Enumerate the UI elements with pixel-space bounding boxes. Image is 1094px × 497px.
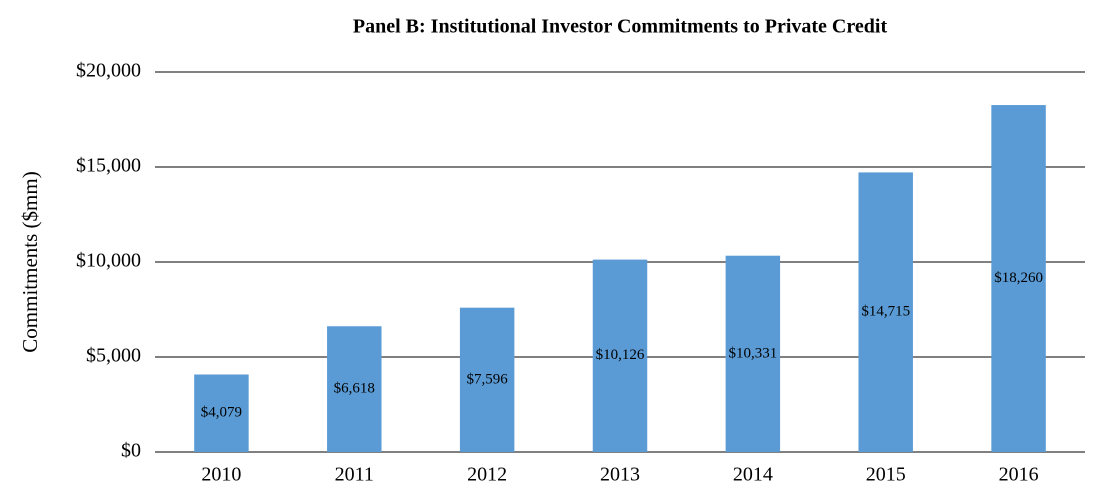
value-label: $6,618: [334, 381, 375, 397]
y-tick-label: $20,000: [76, 60, 141, 82]
y-axis-label: Commitments ($mm): [18, 171, 42, 352]
x-tick-label: 2011: [335, 464, 374, 486]
value-label: $10,126: [596, 347, 645, 363]
bar: [725, 255, 781, 452]
value-label: $14,715: [861, 304, 910, 320]
x-tick-label: 2015: [866, 464, 906, 486]
y-tick-label: $5,000: [86, 345, 141, 367]
value-label: $10,331: [728, 345, 777, 361]
bar: [991, 105, 1046, 452]
x-tick-label: 2016: [999, 464, 1039, 486]
chart-title: Panel B: Institutional Investor Commitme…: [353, 16, 888, 38]
x-tick-label: 2013: [600, 464, 640, 486]
x-tick-label: 2014: [733, 464, 773, 486]
y-tick-label: $15,000: [76, 155, 141, 177]
value-label: $18,260: [994, 270, 1043, 286]
y-tick-label: $0: [121, 440, 141, 462]
value-label: $7,596: [467, 371, 509, 387]
y-tick-label: $10,000: [76, 250, 141, 272]
x-tick-label: 2012: [467, 464, 507, 486]
x-tick-label: 2010: [201, 464, 241, 486]
value-label: $4,079: [201, 405, 242, 421]
bar: [194, 374, 249, 452]
bar: [459, 307, 515, 452]
bar: [592, 259, 648, 452]
bar: [327, 326, 382, 452]
bar: [858, 172, 913, 453]
